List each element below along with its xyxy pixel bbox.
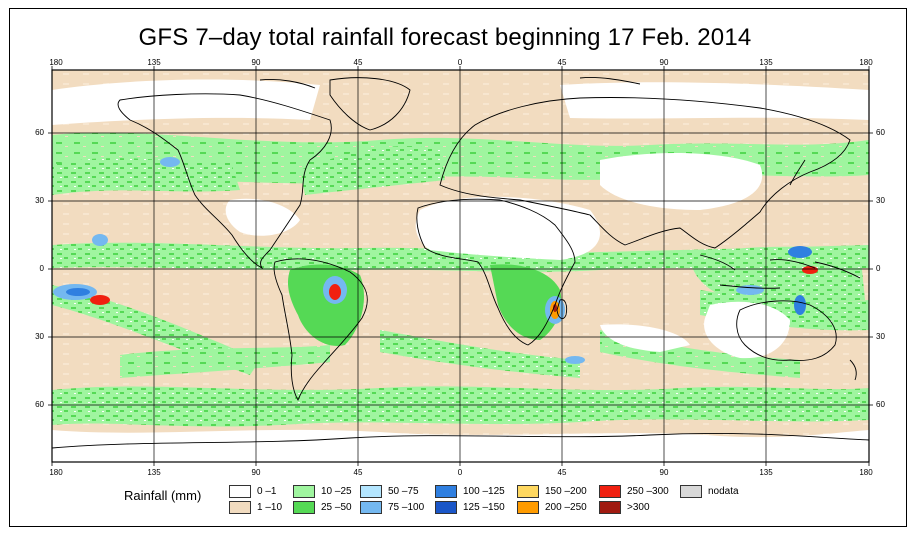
lon-label-top: 45 bbox=[557, 58, 567, 67]
legend-label: 10 –25 bbox=[321, 485, 352, 497]
lat-label-left: 30 bbox=[35, 196, 44, 205]
map-title: GFS 7–day total rainfall forecast beginn… bbox=[138, 24, 752, 51]
legend-label: nodata bbox=[708, 485, 739, 497]
legend-title: Rainfall (mm) bbox=[124, 488, 202, 503]
legend-item: 150 –200 bbox=[517, 484, 587, 498]
tick-marks bbox=[48, 66, 873, 466]
lon-label-bottom: 45 bbox=[557, 468, 567, 477]
lat-label-right: 60 bbox=[876, 128, 885, 137]
legend-swatch bbox=[599, 484, 621, 498]
lon-label-bottom: 135 bbox=[147, 468, 161, 477]
lon-label-top: 180 bbox=[859, 58, 873, 67]
legend-item: >300 bbox=[599, 500, 650, 514]
rainfall-field bbox=[52, 70, 869, 462]
lat-label-left: 60 bbox=[35, 400, 44, 409]
legend-swatch bbox=[517, 484, 539, 498]
lon-label-top: 180 bbox=[49, 58, 63, 67]
lon-label-top: 0 bbox=[457, 58, 463, 67]
lon-label-bottom: 135 bbox=[759, 468, 773, 477]
legend-item: 250 –300 bbox=[599, 484, 669, 498]
coastlines bbox=[52, 77, 869, 449]
legend-swatch bbox=[599, 500, 621, 514]
lon-label-top: 135 bbox=[759, 58, 773, 67]
legend-swatch bbox=[229, 500, 251, 514]
legend-item: 10 –25 bbox=[293, 484, 352, 498]
lat-label-left: 30 bbox=[35, 332, 44, 341]
legend-label: 125 –150 bbox=[463, 501, 505, 513]
map-border bbox=[51, 69, 870, 463]
lon-label-bottom: 180 bbox=[859, 468, 873, 477]
legend-label: 150 –200 bbox=[545, 485, 587, 497]
lon-label-bottom: 90 bbox=[659, 468, 669, 477]
legend-swatch bbox=[360, 484, 382, 498]
legend-item: 25 –50 bbox=[293, 500, 352, 514]
legend-swatch bbox=[293, 500, 315, 514]
graticule bbox=[52, 70, 869, 462]
lat-label-right: 60 bbox=[876, 400, 885, 409]
legend-item: 75 –100 bbox=[360, 500, 424, 514]
legend-label: 250 –300 bbox=[627, 485, 669, 497]
legend-item: 1 –10 bbox=[229, 500, 282, 514]
lat-label-right: 30 bbox=[876, 332, 885, 341]
lat-label-left: 0 bbox=[39, 264, 44, 273]
legend-item: 125 –150 bbox=[435, 500, 505, 514]
lon-label-bottom: 90 bbox=[251, 468, 261, 477]
legend-label: 50 –75 bbox=[388, 485, 419, 497]
lon-label-bottom: 0 bbox=[457, 468, 463, 477]
legend-swatch bbox=[293, 484, 315, 498]
lon-label-top: 90 bbox=[251, 58, 261, 67]
legend-label: 100 –125 bbox=[463, 485, 505, 497]
lon-label-bottom: 45 bbox=[353, 468, 363, 477]
lat-label-right: 30 bbox=[876, 196, 885, 205]
lon-label-top: 45 bbox=[353, 58, 363, 67]
lat-label-right: 0 bbox=[876, 264, 881, 273]
lat-label-left: 60 bbox=[35, 128, 44, 137]
legend-item: 0 –1 bbox=[229, 484, 276, 498]
legend-item: nodata bbox=[680, 484, 739, 498]
legend-swatch bbox=[360, 500, 382, 514]
legend-swatch bbox=[517, 500, 539, 514]
lon-label-top: 90 bbox=[659, 58, 669, 67]
legend-label: 1 –10 bbox=[257, 501, 283, 513]
lon-label-top: 135 bbox=[147, 58, 161, 67]
figure-frame bbox=[9, 8, 907, 527]
legend-label: 200 –250 bbox=[545, 501, 587, 513]
lon-label-bottom: 180 bbox=[49, 468, 63, 477]
legend-swatch bbox=[435, 500, 457, 514]
legend-swatch bbox=[229, 484, 251, 498]
legend-label: 0 –1 bbox=[257, 485, 277, 497]
legend-swatch bbox=[435, 484, 457, 498]
legend-label: 25 –50 bbox=[321, 501, 352, 513]
legend-item: 200 –250 bbox=[517, 500, 587, 514]
legend-label: 75 –100 bbox=[388, 501, 425, 513]
legend-swatch bbox=[680, 484, 702, 498]
legend-item: 50 –75 bbox=[360, 484, 419, 498]
legend-label: >300 bbox=[627, 501, 650, 513]
legend-item: 100 –125 bbox=[435, 484, 505, 498]
